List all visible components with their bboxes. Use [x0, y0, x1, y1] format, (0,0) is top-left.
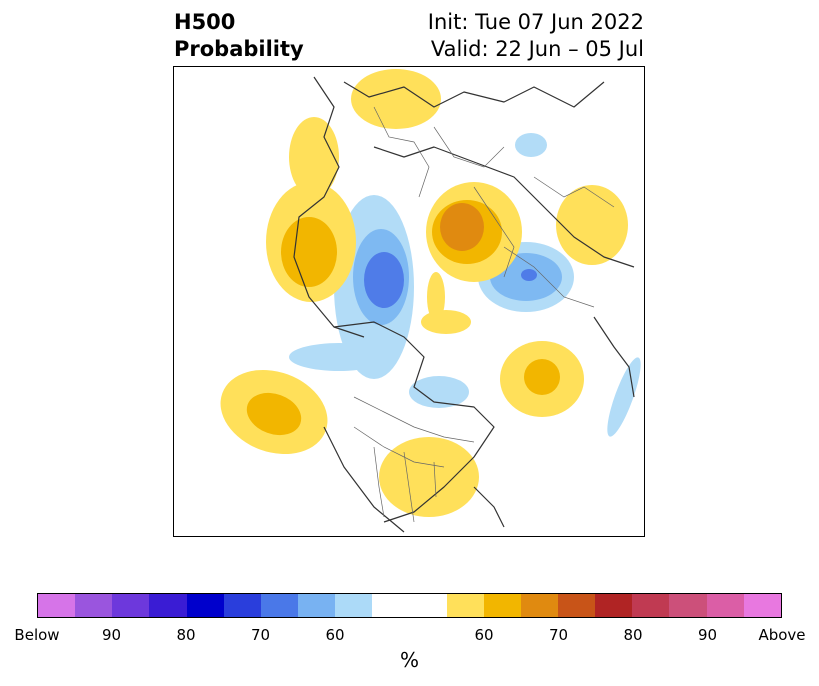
colorbar-segment	[75, 594, 113, 617]
below-anomaly-pacific	[607, 357, 641, 437]
polar-map	[173, 66, 645, 537]
above-anomaly-kamchatka-mid	[524, 359, 560, 395]
above-anomaly-europe-mid	[281, 217, 337, 287]
colorbar-segment	[557, 594, 596, 617]
coastlines	[293, 76, 635, 533]
colorbar	[37, 593, 782, 618]
political-borders	[353, 106, 615, 523]
colorbar-tick-label: 70	[548, 626, 569, 644]
colorbar-tick-label: 80	[176, 626, 196, 644]
colorbar-tick-label: 60	[474, 626, 494, 644]
title-product: Probability	[174, 37, 304, 61]
above-anomaly-iceland	[289, 117, 339, 197]
title-right: Init: Tue 07 Jun 2022 Valid: 22 Jun – 05…	[428, 9, 644, 63]
colorbar-segment	[483, 594, 521, 617]
above-anomaly-alaska-coast	[427, 272, 445, 322]
colorbar-segment	[595, 594, 633, 617]
colorbar-segment	[223, 594, 261, 617]
colorbar-segment	[409, 594, 447, 617]
below-anomaly-siberia-deep	[521, 269, 537, 281]
colorbar-segment	[186, 594, 224, 617]
above-anomaly-scandinavia	[351, 69, 441, 129]
below-anomaly-canada	[409, 376, 469, 408]
colorbar-segment	[335, 594, 373, 617]
colorbar-segment	[297, 594, 336, 617]
title-variable: H500	[174, 10, 236, 34]
colorbar-segment	[632, 594, 670, 617]
colorbar-ticks: Below 90 80 70 60 60 70 80 90 Above	[0, 626, 819, 648]
colorbar-tick-label: Above	[758, 626, 806, 644]
init-date: Init: Tue 07 Jun 2022	[427, 10, 644, 34]
colorbar-segment	[743, 594, 781, 617]
above-anomaly-hudson	[421, 310, 471, 334]
colorbar-unit-label: %	[399, 648, 419, 672]
colorbar-tick-label: 70	[250, 626, 271, 644]
above-anomaly-atlantic-mid	[246, 392, 302, 436]
below-normal-anomalies	[289, 133, 641, 437]
colorbar-tick-label: 90	[697, 626, 718, 644]
colorbar-segment	[260, 594, 298, 617]
map-canvas	[220, 69, 641, 533]
colorbar-segment	[706, 594, 744, 617]
above-anomaly-east-us	[379, 437, 479, 517]
colorbar-segment	[38, 594, 76, 617]
valid-period: Valid: 22 Jun – 05 Jul	[430, 37, 644, 61]
colorbar-segment	[669, 594, 707, 617]
colorbar-tick-label: 90	[101, 626, 122, 644]
above-anomaly-west-russia-deep	[440, 203, 484, 251]
below-anomaly-alaska	[289, 343, 389, 371]
colorbar-tick-label: 60	[325, 626, 345, 644]
colorbar-tick-label: Below	[14, 626, 60, 644]
colorbar-segment	[446, 594, 484, 617]
below-anomaly-arctic	[515, 133, 547, 157]
colorbar-segment	[149, 594, 187, 617]
colorbar-segment	[520, 594, 558, 617]
colorbar-tick-label: 80	[623, 626, 643, 644]
title-left: H500 Probability	[174, 9, 304, 63]
colorbar-segment	[372, 594, 410, 617]
colorbar-segment	[112, 594, 150, 617]
above-anomaly-east-asia	[556, 185, 628, 265]
below-anomaly-greenland-deep	[364, 252, 404, 308]
